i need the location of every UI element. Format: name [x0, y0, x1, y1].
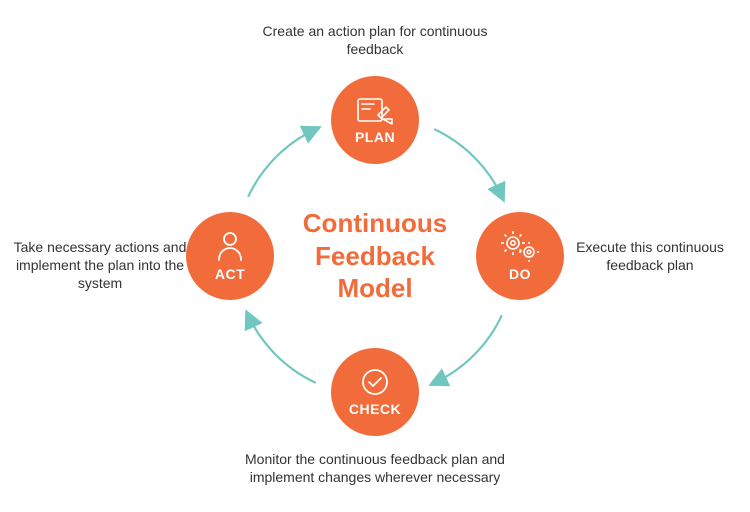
caption-do: Execute this continuous feedback plan — [565, 238, 735, 274]
node-plan-label: PLAN — [355, 129, 395, 145]
node-do-label: DO — [509, 266, 531, 282]
node-check-label: CHECK — [349, 401, 401, 417]
node-act: ACT — [186, 212, 274, 300]
center-title: Continuous Feedback Model — [285, 207, 465, 305]
diagram-canvas: Continuous Feedback Model PLAN — [0, 0, 750, 512]
center-title-line3: Model — [285, 272, 465, 305]
center-title-line1: Continuous — [285, 207, 465, 240]
node-do: DO — [476, 212, 564, 300]
caption-plan: Create an action plan for continuous fee… — [245, 22, 505, 58]
arc-check-act — [248, 315, 316, 383]
arc-plan-do — [434, 129, 502, 197]
person-icon — [215, 230, 245, 262]
node-check: CHECK — [331, 348, 419, 436]
blueprint-icon — [356, 95, 394, 125]
gears-icon — [500, 230, 540, 262]
arc-do-check — [434, 315, 502, 383]
node-act-label: ACT — [215, 266, 245, 282]
check-icon — [358, 367, 392, 397]
caption-check: Monitor the continuous feedback plan and… — [225, 450, 525, 486]
node-plan: PLAN — [331, 76, 419, 164]
arc-act-plan — [248, 129, 316, 197]
caption-act: Take necessary actions and implement the… — [10, 238, 190, 293]
center-title-line2: Feedback — [285, 240, 465, 273]
